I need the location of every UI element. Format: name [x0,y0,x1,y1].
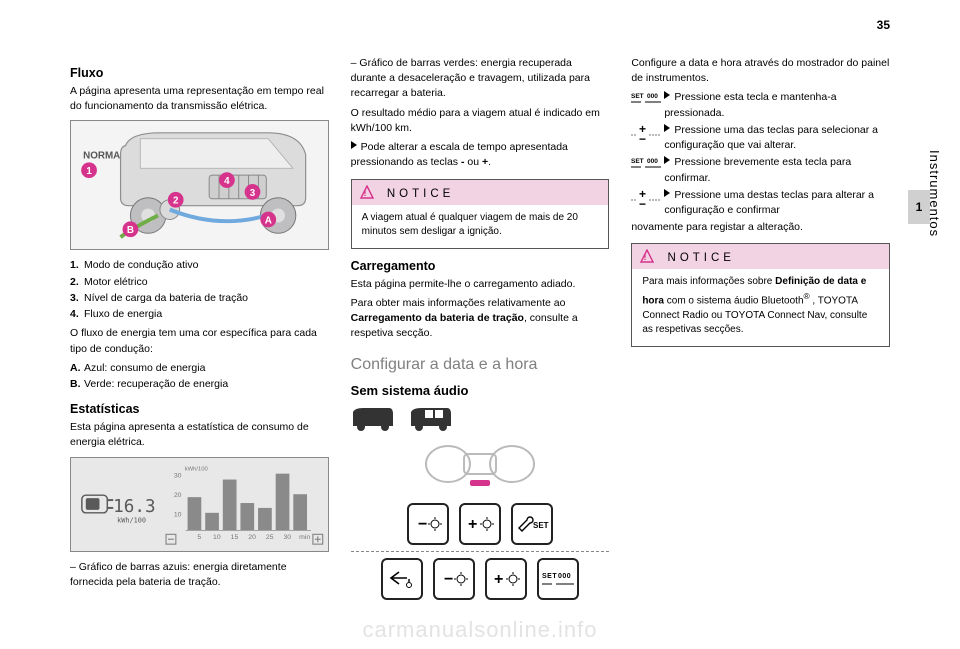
svg-text:−: − [639,132,646,143]
list-fluxo-numbers: 1.Modo de condução ativo 2.Motor elétric… [70,258,329,322]
step-1: SET000 Pressione esta tecla e mantenha-a… [631,90,890,120]
svg-text:min: min [299,534,310,541]
svg-text:!: ! [363,188,370,198]
svg-text:+: + [468,516,477,533]
vehicle-variant-icons [351,406,610,432]
svg-text:+: + [494,571,503,588]
set-000-icon: SET000 [631,155,661,173]
step-2: +− Pressione uma das teclas para selecio… [631,123,890,153]
para-config-last: novamente para registar a alteração. [631,220,890,235]
btn-set-000: SET000 [537,558,579,600]
svg-text:30: 30 [174,472,182,479]
step-4: +− Pressione uma destas teclas para alte… [631,188,890,218]
figure-vehicle-energy-flow: NORMAL 1 [70,120,329,250]
van-panel-icon [351,406,395,432]
para-fluxo: A página apresenta uma representação em … [70,84,329,114]
heading-carregamento: Carregamento [351,259,610,273]
manual-page: 35 1 Instrumentos Fluxo A página apresen… [0,0,960,649]
svg-text:−: − [418,516,427,533]
heading-estatisticas: Estatísticas [70,402,329,416]
para-estat: Esta página apresenta a estatística de c… [70,420,329,450]
page-number: 35 [877,18,890,32]
plus-minus-icon: +− [631,123,661,143]
svg-text:1: 1 [86,167,92,178]
btn-wrench-set: SET [511,503,553,545]
svg-text:5: 5 [197,534,201,541]
watermark: carmanualsonline.info [0,617,960,643]
svg-text:20: 20 [174,492,182,499]
chart-main-value: 16.3 [113,496,155,516]
svg-text:10: 10 [213,534,221,541]
svg-text:10: 10 [174,511,182,518]
svg-text:SET: SET [533,521,549,530]
svg-text:000: 000 [647,158,658,165]
svg-text:4: 4 [224,176,230,187]
svg-text:SET: SET [631,158,644,165]
notice-header: ! NOTICE [352,180,609,205]
mode-label: NORMAL [83,151,126,162]
list-fluxo-letters: A.Azul: consumo de energia B.Verde: recu… [70,361,329,392]
para-blue-bars: – Gráfico de barras azuis: energia diret… [70,560,329,590]
notice-box: ! NOTICE A viagem atual é qualquer viage… [351,179,610,249]
btn-brightness-minus: − [407,503,449,545]
svg-text:B: B [127,226,134,237]
svg-text:SET: SET [542,573,557,580]
svg-text:!: ! [644,252,651,262]
plus-minus-icon: +− [631,188,661,208]
para-specific: O fluxo de energia tem uma cor específic… [70,326,329,356]
warning-icon: ! [640,249,654,263]
svg-text:15: 15 [231,534,239,541]
para-avg: O resultado médio para a viagem atual é … [351,106,610,136]
svg-text:000: 000 [558,573,571,580]
step-3: SET000 Pressione brevemente esta tecla p… [631,155,890,185]
svg-text:25: 25 [266,534,274,541]
chart-unit: kWh/100 [117,516,146,524]
svg-text:000: 000 [647,93,658,100]
svg-text:A: A [265,216,272,227]
warning-icon: ! [360,185,374,199]
svg-text:3: 3 [250,188,256,199]
notice-header: ! NOTICE [632,244,889,269]
svg-text:−: − [444,571,453,588]
side-section-label: Instrumentos [927,150,942,237]
para-carr1: Esta página permite-lhe o carregamento a… [351,277,610,292]
heading-fluxo: Fluxo [70,66,329,80]
btn-brightness-plus-2: + [485,558,527,600]
svg-text:SET: SET [631,93,644,100]
btn-brightness-plus: + [459,503,501,545]
svg-text:kWh/100: kWh/100 [185,466,209,472]
svg-text:30: 30 [284,534,292,541]
set-000-icon: SET000 [631,90,661,108]
notice-body: A viagem atual é qualquer viagem de mais… [352,205,609,248]
para-carr2: Para obter mais informações relativament… [351,296,610,342]
van-window-icon [409,406,453,432]
para-config-intro: Configure a data e hora através do mostr… [631,56,890,86]
section-title-datetime: Configurar a data e a hora [351,355,610,375]
cluster-diagram: − + SET − + SET000 [351,442,610,600]
notice-box-2: ! NOTICE Para mais informações sobre Def… [631,243,890,346]
subheading-no-audio: Sem sistema áudio [351,383,610,398]
svg-text:−: − [639,197,646,208]
para-scale: Pode alterar a escala de tempo apresenta… [351,140,610,170]
svg-text:2: 2 [173,196,179,207]
btn-back-key [381,558,423,600]
figure-stats-chart: 16.3 kWh/100 30 20 10 kWh/100 [70,457,329,552]
content-columns: Fluxo A página apresenta uma representaç… [70,56,890,616]
btn-brightness-minus-2: − [433,558,475,600]
notice-body: Para mais informações sobre Definição de… [632,269,889,345]
svg-text:20: 20 [248,534,256,541]
para-green-bars: – Gráfico de barras verdes: energia recu… [351,56,610,102]
